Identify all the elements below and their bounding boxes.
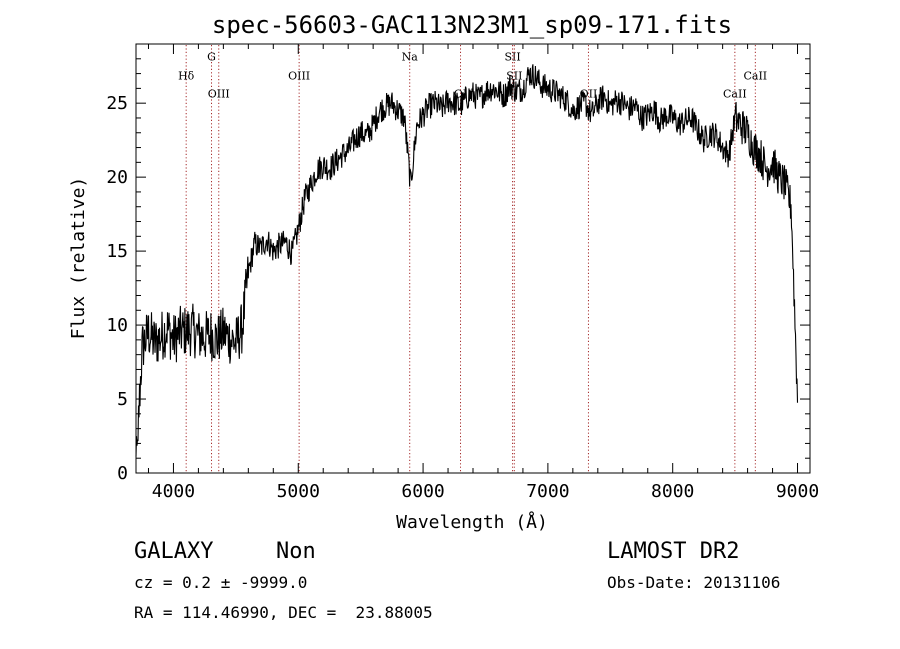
chart-title: spec-56603-GAC113N23M1_sp09-171.fits: [212, 11, 732, 39]
y-axis-label: Flux (relative): [68, 177, 89, 340]
spectral-line-label: SII: [504, 50, 520, 63]
survey-name: LAMOST DR2: [607, 539, 740, 564]
observation-date: Obs-Date: 20131106: [607, 573, 781, 592]
x-tick-label: 7000: [526, 481, 569, 502]
spectral-line-label: OIII: [288, 70, 310, 83]
spectrum-series-line: [135, 64, 799, 457]
x-tick-label: 9000: [776, 481, 819, 502]
y-tick-label: 0: [117, 463, 128, 484]
sky-coordinates: RA = 114.46990, DEC = 23.88005: [134, 603, 433, 622]
x-tick-label: 4000: [152, 481, 195, 502]
x-tick-label: 8000: [651, 481, 694, 502]
spectral-line-label: SII: [506, 70, 522, 83]
spectral-line-label: CaII: [743, 70, 767, 83]
object-subclass: Non: [276, 539, 316, 564]
x-tick-label: 6000: [401, 481, 444, 502]
y-tick-label: 5: [117, 389, 128, 410]
y-tick-label: 10: [106, 315, 128, 336]
spectral-line-label: OIII: [208, 87, 230, 100]
plot-frame: [135, 43, 811, 474]
y-tick-label: 15: [106, 241, 128, 262]
spectral-line-label: Hδ: [178, 70, 195, 83]
spectral-line-label: CaII: [723, 87, 747, 100]
spectral-line-label: Na: [402, 50, 419, 63]
y-tick-label: 20: [106, 167, 128, 188]
x-axis-label: Wavelength (Å): [396, 511, 548, 533]
redshift-value: cz = 0.2 ± -9999.0: [134, 573, 308, 592]
spectral-line-label: G: [207, 50, 216, 63]
x-tick-label: 5000: [277, 481, 320, 502]
y-tick-label: 25: [106, 93, 128, 114]
object-class: GALAXY: [134, 539, 214, 564]
